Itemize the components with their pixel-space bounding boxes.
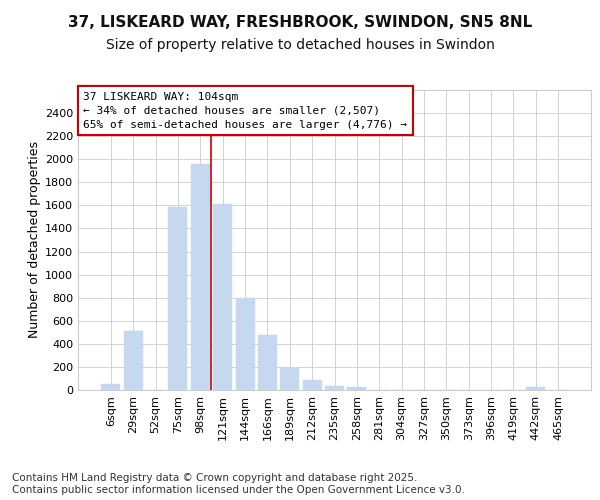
Bar [258,334,277,390]
Bar [325,386,344,390]
Y-axis label: Number of detached properties: Number of detached properties [28,142,41,338]
Text: 37 LISKEARD WAY: 104sqm
← 34% of detached houses are smaller (2,507)
65% of semi: 37 LISKEARD WAY: 104sqm ← 34% of detache… [83,92,407,130]
Bar [191,164,210,390]
Text: 37, LISKEARD WAY, FRESHBROOK, SWINDON, SN5 8NL: 37, LISKEARD WAY, FRESHBROOK, SWINDON, S… [68,15,532,30]
Bar [124,331,143,390]
Bar [526,386,545,390]
Bar [101,384,121,390]
Bar [169,206,187,390]
Bar [347,387,367,390]
Bar [213,204,232,390]
Bar [280,368,299,390]
Text: Size of property relative to detached houses in Swindon: Size of property relative to detached ho… [106,38,494,52]
Bar [302,380,322,390]
Bar [236,298,254,390]
Text: Contains HM Land Registry data © Crown copyright and database right 2025.
Contai: Contains HM Land Registry data © Crown c… [12,474,465,495]
